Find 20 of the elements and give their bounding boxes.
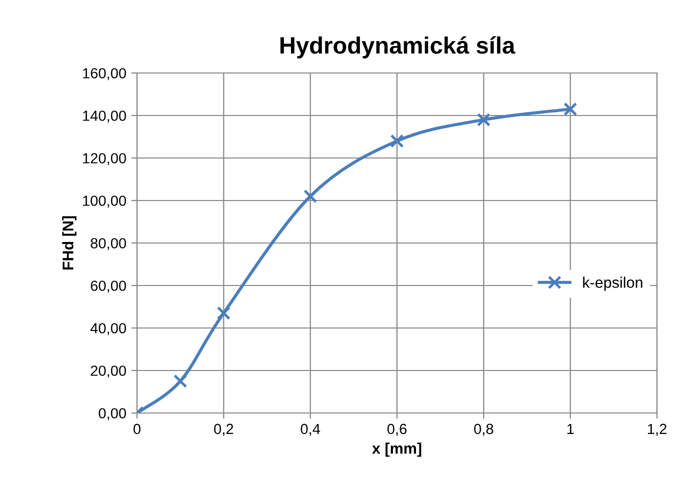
y-axis-title: FHd [N] — [62, 216, 76, 270]
y-tick-label: 80,00 — [90, 238, 126, 250]
legend-label: k-epsilon — [583, 276, 642, 291]
y-tick-label: 100,00 — [83, 196, 126, 208]
x-tick-label: 0 — [134, 424, 140, 434]
x-tick-label: 0,2 — [214, 424, 234, 436]
y-tick-label: 40,00 — [90, 323, 126, 336]
x-axis-title: x [mm] — [372, 442, 422, 457]
y-tick-label: 20,00 — [90, 366, 126, 378]
y-tick-label: 120,00 — [83, 153, 126, 166]
x-tick-label: 1 — [567, 424, 574, 434]
y-tick-label: 60,00 — [90, 280, 126, 293]
x-tick-label: 0,6 — [387, 424, 406, 436]
y-tick-label: 160,00 — [83, 68, 126, 80]
chart-title: Hydrodynamická síla — [280, 36, 516, 58]
x-tick-label: 0,4 — [300, 424, 320, 436]
y-tick-label: 140,00 — [83, 110, 126, 123]
x-tick-label: 1,2 — [648, 424, 666, 436]
y-tick-label: 0,00 — [98, 408, 126, 420]
x-tick-label: 0,8 — [474, 424, 494, 436]
